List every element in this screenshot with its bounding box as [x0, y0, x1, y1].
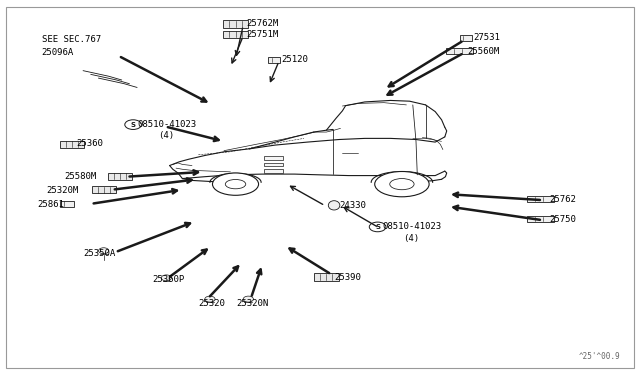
Text: 25580M: 25580M — [64, 172, 96, 181]
Text: 25320: 25320 — [198, 299, 225, 308]
Bar — [223, 20, 248, 28]
Bar — [314, 273, 339, 281]
Bar — [264, 156, 283, 160]
Circle shape — [125, 120, 141, 129]
Text: 25560M: 25560M — [467, 47, 499, 56]
Circle shape — [369, 222, 386, 232]
Text: ^25'^00.9: ^25'^00.9 — [579, 352, 621, 361]
Text: 25390: 25390 — [334, 273, 361, 282]
Text: 25861: 25861 — [37, 200, 64, 209]
Text: 27531: 27531 — [474, 33, 500, 42]
Bar — [60, 141, 84, 148]
Bar — [60, 201, 74, 207]
Bar — [264, 163, 283, 166]
Text: 08510-41023: 08510-41023 — [383, 222, 442, 231]
Text: 25360P: 25360P — [152, 275, 184, 284]
Text: 25762M: 25762M — [246, 19, 278, 28]
Ellipse shape — [375, 171, 429, 197]
Text: 25096A: 25096A — [42, 48, 74, 57]
Bar — [108, 173, 132, 180]
Bar — [223, 31, 248, 38]
Circle shape — [243, 296, 253, 302]
Ellipse shape — [212, 173, 259, 195]
Bar — [527, 196, 554, 202]
Text: 25350A: 25350A — [83, 249, 115, 258]
Text: S: S — [375, 224, 380, 230]
Text: 24330: 24330 — [339, 201, 366, 210]
Circle shape — [99, 248, 109, 254]
Text: 08510-41023: 08510-41023 — [138, 120, 196, 129]
Text: 25762: 25762 — [549, 195, 576, 203]
Ellipse shape — [225, 179, 246, 189]
Text: 25750: 25750 — [549, 215, 576, 224]
Text: (4): (4) — [158, 131, 174, 140]
Bar — [527, 216, 554, 222]
Bar — [460, 35, 472, 41]
Text: 25360: 25360 — [77, 139, 104, 148]
Circle shape — [161, 275, 172, 281]
Bar — [264, 169, 283, 173]
Text: 25320M: 25320M — [46, 186, 78, 195]
Circle shape — [205, 296, 215, 302]
Bar — [268, 58, 280, 63]
Bar — [92, 186, 116, 193]
Ellipse shape — [328, 201, 340, 210]
Text: S: S — [131, 122, 136, 128]
Text: 25751M: 25751M — [246, 30, 278, 39]
Text: (4): (4) — [403, 234, 419, 243]
Bar — [446, 48, 473, 54]
Text: SEE SEC.767: SEE SEC.767 — [42, 35, 100, 44]
Text: 25320N: 25320N — [237, 299, 269, 308]
Ellipse shape — [390, 179, 414, 190]
Text: 25120: 25120 — [282, 55, 308, 64]
